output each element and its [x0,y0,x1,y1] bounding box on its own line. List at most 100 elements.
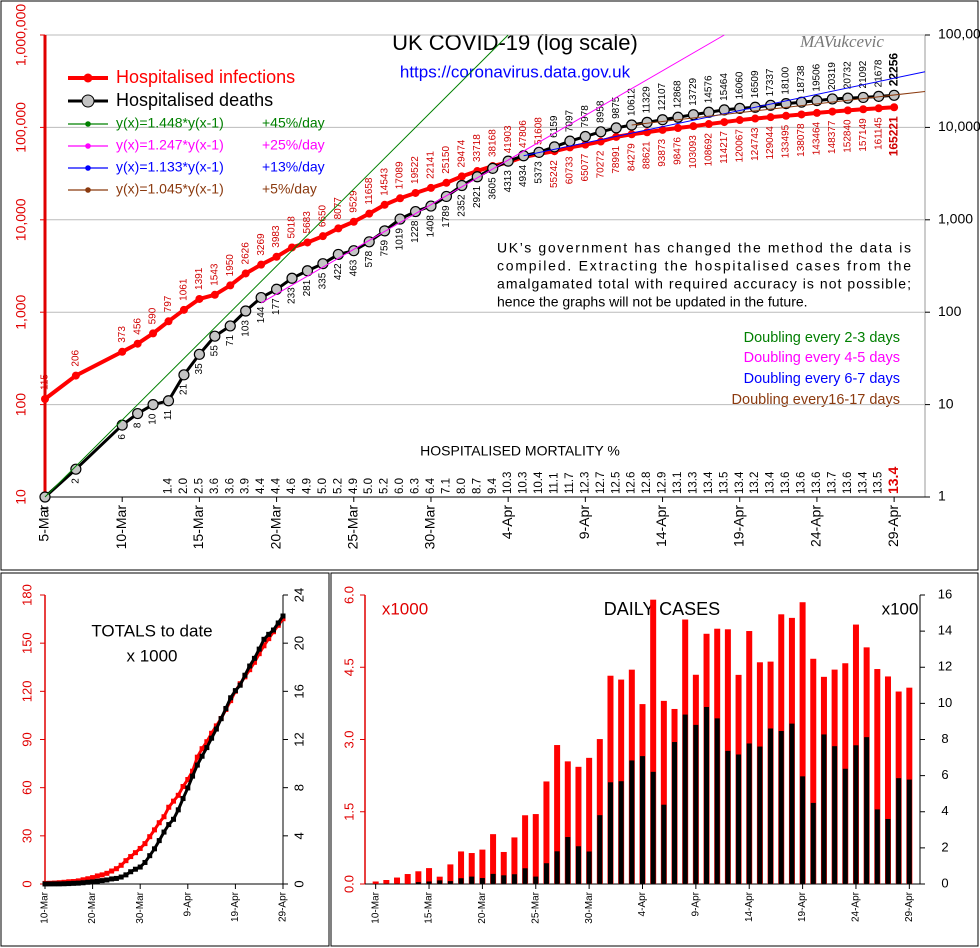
point [199,753,205,759]
data-label: 21 [179,383,190,395]
point [766,113,775,122]
data-label: 47806 [518,120,529,148]
data-label: 114217 [719,131,730,164]
data-label: 6650 [318,204,329,227]
data-label: 9529 [348,190,359,213]
mortality-label: 12.5 [610,472,622,494]
bar [415,871,422,884]
point [261,636,267,642]
point [71,371,80,380]
point [61,881,67,887]
bar [629,760,635,884]
y2-tick-label: 24 [291,588,306,602]
point [610,122,622,134]
data-label: 21092 [858,60,869,88]
x-tick-label: 25-Mar [344,505,360,550]
point [857,91,869,104]
point [90,875,96,881]
series-line [523,71,926,157]
data-label: 1391 [194,267,205,290]
bar [586,757,593,884]
point [247,667,253,673]
point [704,120,713,129]
data-label: 120067 [734,129,745,163]
bar [394,877,401,884]
bar [511,837,518,884]
point [118,874,124,880]
x-tick-label: 19-Apr [730,505,746,547]
point [118,862,124,868]
mortality-label: 4.4 [255,477,267,494]
legend-label: y(x)=1.247*y(x-1) [116,137,224,153]
doubling-note: Doubling every 6-7 days [744,371,900,387]
x-tick-label: 19-Apr [797,891,808,922]
mortality-label: 6.3 [410,478,422,494]
data-label: 98476 [673,137,684,165]
data-label: 5373 [534,161,545,184]
data-label: 12107 [657,82,668,110]
point [166,804,172,810]
bar [554,851,560,884]
point [47,881,53,887]
x-tick-label: 14-Apr [653,505,669,547]
point [349,217,358,226]
point [142,859,148,865]
left-unit: x1000 [382,599,428,618]
x-tick-label: 10-Mar [40,891,51,923]
mortality-label: 11.1 [549,472,561,494]
data-label: 19522 [410,156,421,184]
x-tick-label: 29-Apr [904,891,915,922]
data-label: 22141 [426,151,437,179]
point [180,796,186,802]
bar [596,739,603,884]
y2-tick-label: 4 [291,832,306,839]
x-tick-label: 20-Mar [477,891,488,923]
point [147,853,153,859]
right-unit: x100 [882,599,919,618]
x-tick-label: 24-Apr [851,891,862,922]
y-tick-label: 180 [19,584,34,606]
point [178,369,190,381]
bar [597,815,603,884]
point [90,879,96,885]
point [266,636,272,642]
data-label: 15464 [719,73,730,101]
data-label: 1789 [441,205,452,228]
mortality-label: 13.4 [857,471,869,494]
point [137,864,143,870]
point [843,106,852,115]
series-line [631,90,926,126]
bar [746,743,752,884]
point [156,820,162,826]
data-label: 70272 [595,150,606,178]
point [104,877,110,883]
mortality-label: 12.6 [626,472,638,494]
point [251,659,257,665]
bar [532,814,539,884]
point [442,178,451,187]
point [116,419,128,431]
y2-tick-label: 0 [941,875,948,890]
bar [575,766,582,884]
x-tick-label: 9-Apr [576,505,592,540]
data-label: 18738 [796,65,807,93]
data-label: 7978 [580,105,591,128]
y2-tick-label: 14 [938,623,952,638]
data-label: 148377 [827,120,838,154]
point [185,785,191,791]
mortality-label: 10.3 [502,472,514,494]
bar [736,754,742,884]
point [812,108,821,117]
legend-marker [85,187,91,193]
point [123,872,129,878]
point [842,92,854,104]
legend-marker [83,73,93,83]
data-label: 9875 [611,96,622,119]
point [672,111,684,123]
mortality-label: 13.7 [826,472,838,494]
legend-label: Hospitalised infections [116,67,295,87]
point [132,850,138,856]
point [579,130,591,143]
mortality-label: 4.4 [271,477,283,494]
bar [490,834,497,884]
